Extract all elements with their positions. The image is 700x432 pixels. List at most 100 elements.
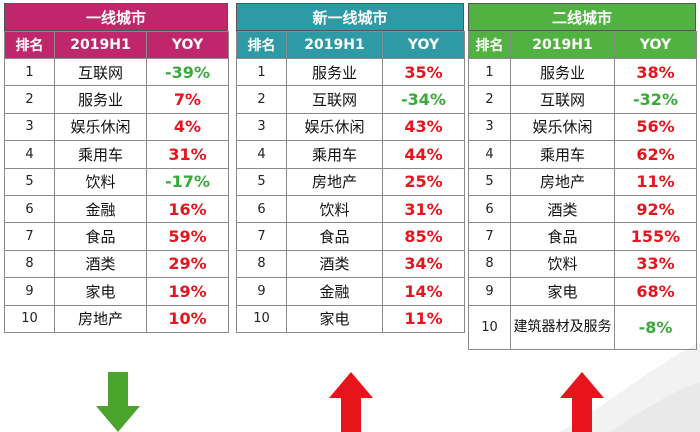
panel-tier2-cities: 二线城市 排名 2019H1 YOY 1 服务业 38% 2 互联网 -32% 3 娱乐休闲 5… (468, 3, 697, 350)
rank-cell: 5 (4, 167, 55, 196)
yoy-cell: 33% (614, 249, 697, 279)
yoy-cell: 62% (614, 140, 697, 169)
table-row: 1 服务业 35% (236, 57, 465, 87)
rank-cell: 2 (236, 85, 287, 114)
industry-cell: 食品 (54, 222, 147, 251)
rank-cell: 4 (4, 140, 55, 169)
table-row: 7 食品 155% (468, 222, 697, 251)
table-row: 9 金融 14% (236, 277, 465, 306)
header-rank: 排名 (4, 31, 55, 59)
table-row: 1 服务业 38% (468, 57, 697, 87)
yoy-cell: 14% (382, 277, 465, 306)
industry-cell: 服务业 (54, 85, 147, 114)
header-period: 2019H1 (510, 31, 615, 59)
rank-cell: 4 (236, 140, 287, 169)
rank-cell: 3 (468, 112, 511, 142)
table-header-row: 排名 2019H1 YOY (236, 31, 465, 59)
table-row: 3 娱乐休闲 56% (468, 112, 697, 142)
industry-cell: 房地产 (286, 167, 383, 196)
yoy-cell: 7% (146, 85, 229, 114)
panel-title: 新一线城市 (236, 3, 464, 31)
industry-cell: 家电 (286, 304, 383, 333)
header-yoy: YOY (146, 31, 229, 59)
background-swoosh (560, 342, 700, 432)
rank-cell: 7 (468, 222, 511, 251)
industry-cell: 金融 (286, 277, 383, 306)
panel-title: 一线城市 (4, 3, 228, 31)
arrow-down-icon (96, 372, 140, 432)
industry-cell: 乘用车 (54, 140, 147, 169)
table-row: 4 乘用车 31% (4, 140, 229, 169)
yoy-cell: 19% (146, 277, 229, 306)
industry-cell: 食品 (286, 222, 383, 251)
yoy-cell: 11% (382, 304, 465, 333)
industry-cell: 乘用车 (510, 140, 615, 169)
yoy-cell: 155% (614, 222, 697, 251)
table-row: 6 金融 16% (4, 194, 229, 224)
yoy-cell: 44% (382, 140, 465, 169)
panel-tier1-cities: 一线城市 排名 2019H1 YOY 1 互联网 -39% 2 服务业 7% 3 娱乐休闲 4%… (4, 3, 229, 333)
yoy-cell: -17% (146, 167, 229, 196)
table-row: 6 饮料 31% (236, 194, 465, 224)
rank-cell: 9 (468, 277, 511, 306)
table-row: 9 家电 19% (4, 277, 229, 306)
rank-cell: 9 (4, 277, 55, 306)
yoy-cell: -34% (382, 85, 465, 114)
header-rank: 排名 (236, 31, 287, 59)
yoy-cell: 31% (382, 194, 465, 224)
rank-cell: 6 (468, 194, 511, 224)
industry-cell: 金融 (54, 194, 147, 224)
industry-cell: 娱乐休闲 (286, 112, 383, 142)
yoy-cell: 43% (382, 112, 465, 142)
yoy-cell: 35% (382, 57, 465, 87)
table-row: 3 娱乐休闲 4% (4, 112, 229, 142)
rank-cell: 8 (468, 249, 511, 279)
table-row: 10 建筑器材及服务 -8% (468, 304, 697, 350)
rank-cell: 7 (4, 222, 55, 251)
header-yoy: YOY (382, 31, 465, 59)
rank-cell: 10 (236, 304, 287, 333)
ranking-table: 排名 2019H1 YOY 1 服务业 35% 2 互联网 -34% 3 娱乐休闲 43% 4 乘用… (236, 31, 465, 333)
industry-cell: 饮料 (510, 249, 615, 279)
yoy-cell: 11% (614, 167, 697, 196)
rank-cell: 10 (468, 304, 511, 350)
rank-cell: 6 (4, 194, 55, 224)
table-row: 10 房地产 10% (4, 304, 229, 333)
yoy-cell: 56% (614, 112, 697, 142)
table-row: 4 乘用车 62% (468, 140, 697, 169)
industry-cell: 互联网 (54, 57, 147, 87)
table-header-row: 排名 2019H1 YOY (4, 31, 229, 59)
rank-cell: 8 (4, 249, 55, 279)
yoy-cell: 59% (146, 222, 229, 251)
table-row: 8 酒类 29% (4, 249, 229, 279)
yoy-cell: 16% (146, 194, 229, 224)
yoy-cell: 10% (146, 304, 229, 333)
yoy-cell: 4% (146, 112, 229, 142)
yoy-cell: -32% (614, 85, 697, 114)
rank-cell: 7 (236, 222, 287, 251)
table-row: 7 食品 85% (236, 222, 465, 251)
rank-cell: 5 (236, 167, 287, 196)
industry-cell: 房地产 (510, 167, 615, 196)
table-row: 10 家电 11% (236, 304, 465, 333)
panel-title: 二线城市 (468, 3, 696, 31)
rank-cell: 1 (236, 57, 287, 87)
rank-cell: 1 (468, 57, 511, 87)
yoy-cell: 34% (382, 249, 465, 279)
rank-cell: 6 (236, 194, 287, 224)
arrow-up-icon (560, 372, 604, 432)
yoy-cell: 38% (614, 57, 697, 87)
table-row: 1 互联网 -39% (4, 57, 229, 87)
ranking-table: 排名 2019H1 YOY 1 服务业 38% 2 互联网 -32% 3 娱乐休闲 56% 4 乘用… (468, 31, 697, 350)
table-row: 3 娱乐休闲 43% (236, 112, 465, 142)
yoy-cell: 29% (146, 249, 229, 279)
yoy-cell: 31% (146, 140, 229, 169)
table-row: 5 房地产 25% (236, 167, 465, 196)
rank-cell: 3 (236, 112, 287, 142)
rank-cell: 10 (4, 304, 55, 333)
rank-cell: 8 (236, 249, 287, 279)
yoy-cell: 25% (382, 167, 465, 196)
industry-cell: 互联网 (510, 85, 615, 114)
header-period: 2019H1 (54, 31, 147, 59)
yoy-cell: 85% (382, 222, 465, 251)
